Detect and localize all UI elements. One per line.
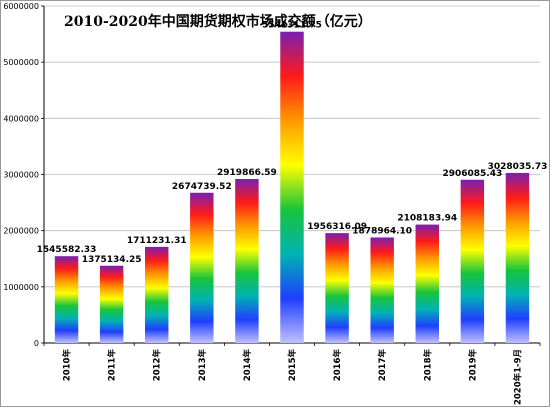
bar — [235, 179, 259, 343]
data-label: 2674739.52 — [172, 182, 232, 192]
y-tick-label: 4000000 — [3, 114, 39, 123]
data-label: 1545582.33 — [37, 245, 97, 255]
x-tick-label: 2015年 — [287, 349, 298, 382]
x-tick-labels: 2010年 2011年 2012年 2013年 2014年 2015年 2016年 2017年… — [62, 349, 524, 406]
bar — [280, 31, 304, 344]
y-tick-label: 5000000 — [3, 58, 39, 67]
bar — [99, 265, 124, 343]
bar — [460, 179, 485, 343]
y-tick-label: 6000000 — [3, 2, 39, 11]
data-label: 1375134.25 — [82, 255, 142, 265]
data-label: 2906085.43 — [442, 169, 502, 179]
x-tick-label: 2012年 — [152, 349, 163, 382]
x-tick-label: 2013年 — [197, 349, 208, 382]
bars — [54, 31, 530, 344]
data-label: 1711231.31 — [127, 236, 187, 246]
bar — [415, 224, 439, 343]
x-tick-label: 2019年 — [467, 349, 478, 382]
data-label: 2919866.59 — [217, 168, 277, 178]
bar — [370, 237, 394, 343]
bar — [325, 233, 349, 343]
y-tick-labels: 0 1000000 2000000 3000000 4000000 5000000 6000… — [3, 2, 39, 348]
chart-title: 2010-2020年中国期货期权市场成交额（亿元） — [64, 13, 372, 30]
y-tick-label: 1000000 — [3, 283, 39, 292]
bar — [190, 192, 214, 343]
data-label: 1956316.09 — [307, 222, 367, 232]
x-tick-label: 2017年 — [377, 349, 388, 382]
bar — [505, 172, 530, 343]
x-tick-label: 2018年 — [422, 349, 433, 382]
data-label: 5542311.75 — [262, 21, 322, 31]
y-tick-label: 3000000 — [3, 171, 39, 180]
x-tick-label: 2020年1-9月 — [512, 349, 523, 405]
x-tick-label: 2011年 — [107, 349, 118, 382]
y-tick-label: 0 — [34, 339, 39, 348]
data-label: 3028035.73 — [488, 162, 548, 172]
x-tick-label: 2014年 — [242, 349, 253, 382]
data-label: 2108183.94 — [397, 214, 457, 224]
x-tick-label: 2010年 — [62, 349, 73, 382]
data-label: 1878964.10 — [352, 226, 412, 236]
bar — [54, 256, 79, 343]
y-tick-label: 2000000 — [3, 227, 39, 236]
x-tick-label: 2016年 — [332, 349, 343, 382]
bar — [145, 246, 169, 343]
